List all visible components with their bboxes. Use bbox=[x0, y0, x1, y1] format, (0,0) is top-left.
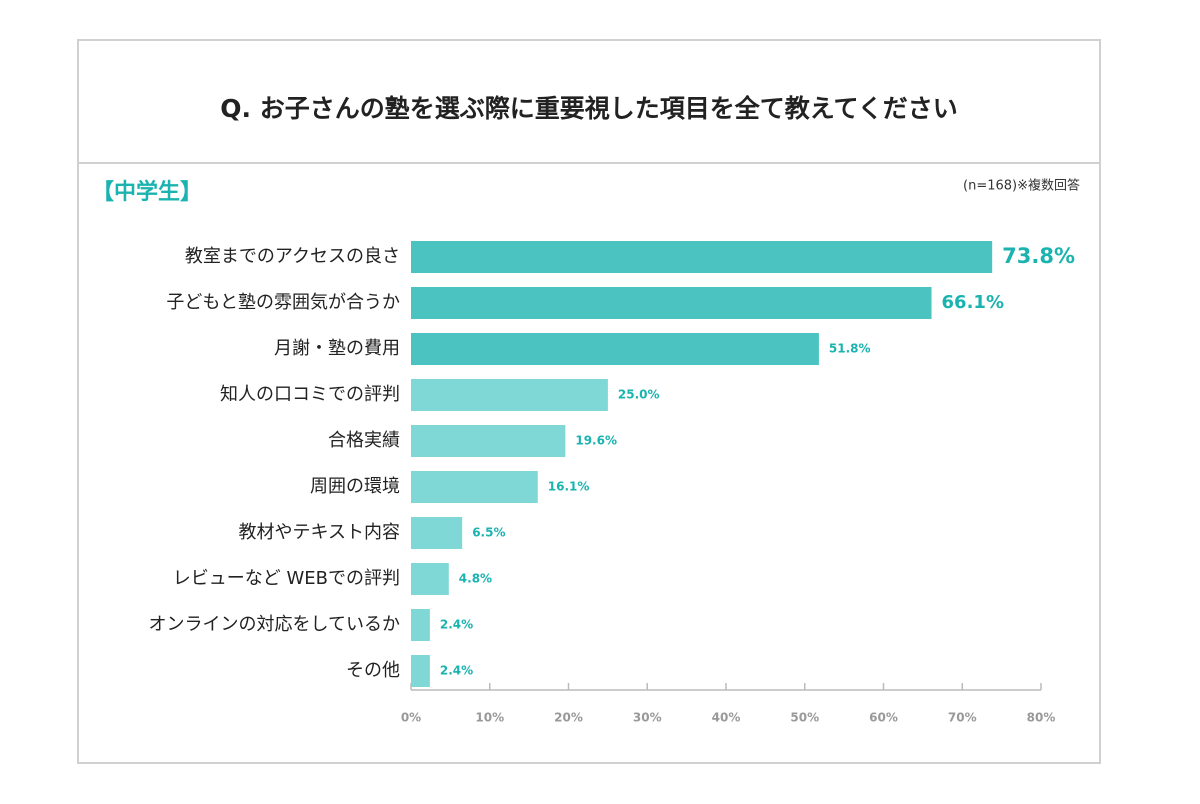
x-tick-label: 50% bbox=[790, 711, 819, 725]
category-label: 周囲の環境 bbox=[310, 476, 400, 497]
category-label: 知人の口コミでの評判 bbox=[220, 384, 400, 405]
value-label: 2.4% bbox=[440, 664, 473, 678]
chart-title: Q. お子さんの塾を選ぶ際に重要視した項目を全て教えてください bbox=[220, 94, 957, 123]
category-label: 教材やテキスト内容 bbox=[239, 522, 400, 543]
x-tick-label: 40% bbox=[712, 711, 741, 725]
value-label: 66.1% bbox=[942, 292, 1004, 313]
bar bbox=[411, 379, 608, 411]
value-label: 19.6% bbox=[575, 434, 617, 448]
x-tick-label: 20% bbox=[554, 711, 583, 725]
value-label: 6.5% bbox=[472, 526, 505, 540]
x-tick-label: 70% bbox=[948, 711, 977, 725]
value-label: 73.8% bbox=[1002, 244, 1075, 268]
subtitle: 【中学生】 bbox=[92, 179, 202, 205]
x-tick-label: 10% bbox=[475, 711, 504, 725]
bar bbox=[411, 471, 538, 503]
category-label: 月謝・塾の費用 bbox=[274, 337, 400, 359]
bar bbox=[411, 333, 819, 365]
category-label: オンラインの対応をしているか bbox=[149, 614, 400, 635]
note: (n=168)※複数回答 bbox=[963, 178, 1080, 194]
bar bbox=[411, 425, 566, 457]
value-label: 51.8% bbox=[829, 342, 871, 356]
x-tick-label: 0% bbox=[401, 711, 421, 725]
value-label: 25.0% bbox=[618, 388, 660, 402]
bar bbox=[411, 241, 993, 273]
category-label: 合格実績 bbox=[328, 430, 400, 451]
x-tick-label: 60% bbox=[869, 711, 898, 725]
bar bbox=[411, 655, 430, 687]
category-label: 子どもと塾の雰囲気が合うか bbox=[166, 291, 400, 313]
category-label: レビューなど WEBでの評判 bbox=[173, 568, 400, 589]
bar bbox=[411, 563, 449, 595]
bar bbox=[411, 609, 430, 641]
value-label: 2.4% bbox=[440, 618, 473, 632]
category-label: その他 bbox=[346, 660, 400, 681]
value-label: 4.8% bbox=[459, 572, 492, 586]
x-tick-label: 80% bbox=[1027, 711, 1056, 725]
bar bbox=[411, 517, 463, 549]
x-tick-label: 30% bbox=[633, 711, 662, 725]
category-label: 教室までのアクセスの良さ bbox=[185, 246, 400, 267]
value-label: 16.1% bbox=[548, 480, 590, 494]
bar bbox=[411, 287, 932, 319]
